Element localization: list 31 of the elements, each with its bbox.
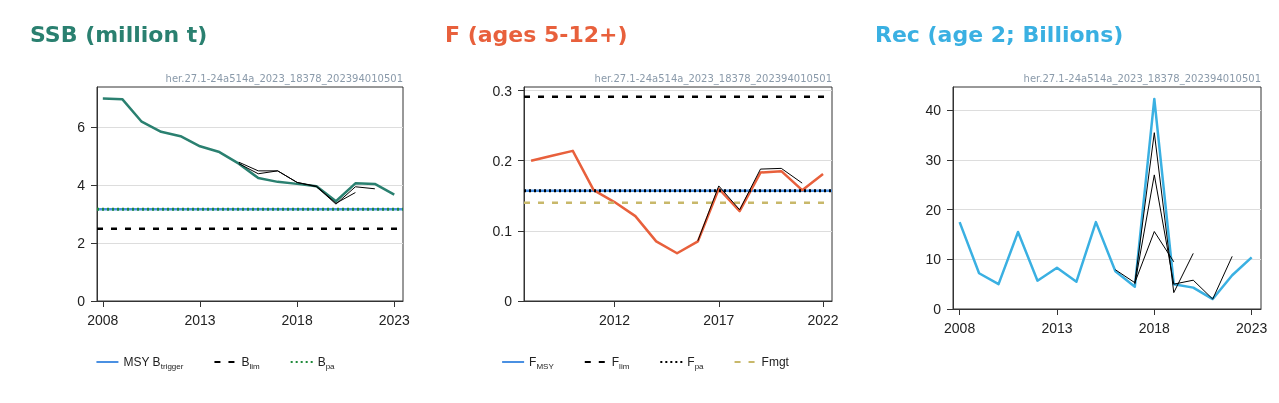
y-tick-label: 0.2: [492, 152, 513, 169]
x-tick-label: 2008: [944, 320, 976, 336]
text: her.27.1-24a514a_2023_18378_202394010501: [165, 72, 404, 85]
y-tick-label: 20: [925, 201, 942, 218]
x-tick-label: 2018: [281, 312, 313, 328]
x-tick-label: 2018: [1138, 320, 1171, 336]
y-tick-label: 40: [925, 102, 942, 119]
x-tick-label: 2023: [1236, 320, 1268, 336]
x-tick-label: 2013: [1041, 320, 1073, 336]
y-tick-label: 10: [925, 251, 942, 268]
text: her.27.1-24a514a_2023_18378_202394010501: [594, 72, 833, 85]
x-tick-label: 2008: [87, 312, 119, 328]
y-tick-label: 4: [77, 177, 86, 194]
y-tick-label: 0: [77, 293, 86, 309]
x-tick-label: 2022: [807, 312, 839, 328]
x-tick-label: 2023: [378, 312, 411, 328]
y-tick-label: 30: [925, 152, 942, 169]
x-tick-label: 2017: [703, 312, 735, 328]
x-tick-label: 2012: [598, 312, 631, 328]
y-tick-label: 6: [77, 119, 86, 136]
y-tick-label: 0.1: [492, 222, 513, 239]
chart-title: Rec (age 2; Billions): [875, 21, 1124, 47]
y-tick-label: 0: [933, 301, 942, 317]
text: her.27.1-24a514a_2023_18378_202394010501: [1023, 72, 1262, 85]
legend-label: Fmgt: [761, 355, 790, 369]
y-tick-label: 2: [77, 235, 86, 252]
y-tick-label: 0.3: [492, 82, 513, 99]
chart-title: SSB (million t): [30, 21, 208, 47]
x-tick-label: 2013: [184, 312, 216, 328]
chart-title: F (ages 5-12+): [445, 21, 628, 47]
y-tick-label: 0: [504, 293, 513, 309]
